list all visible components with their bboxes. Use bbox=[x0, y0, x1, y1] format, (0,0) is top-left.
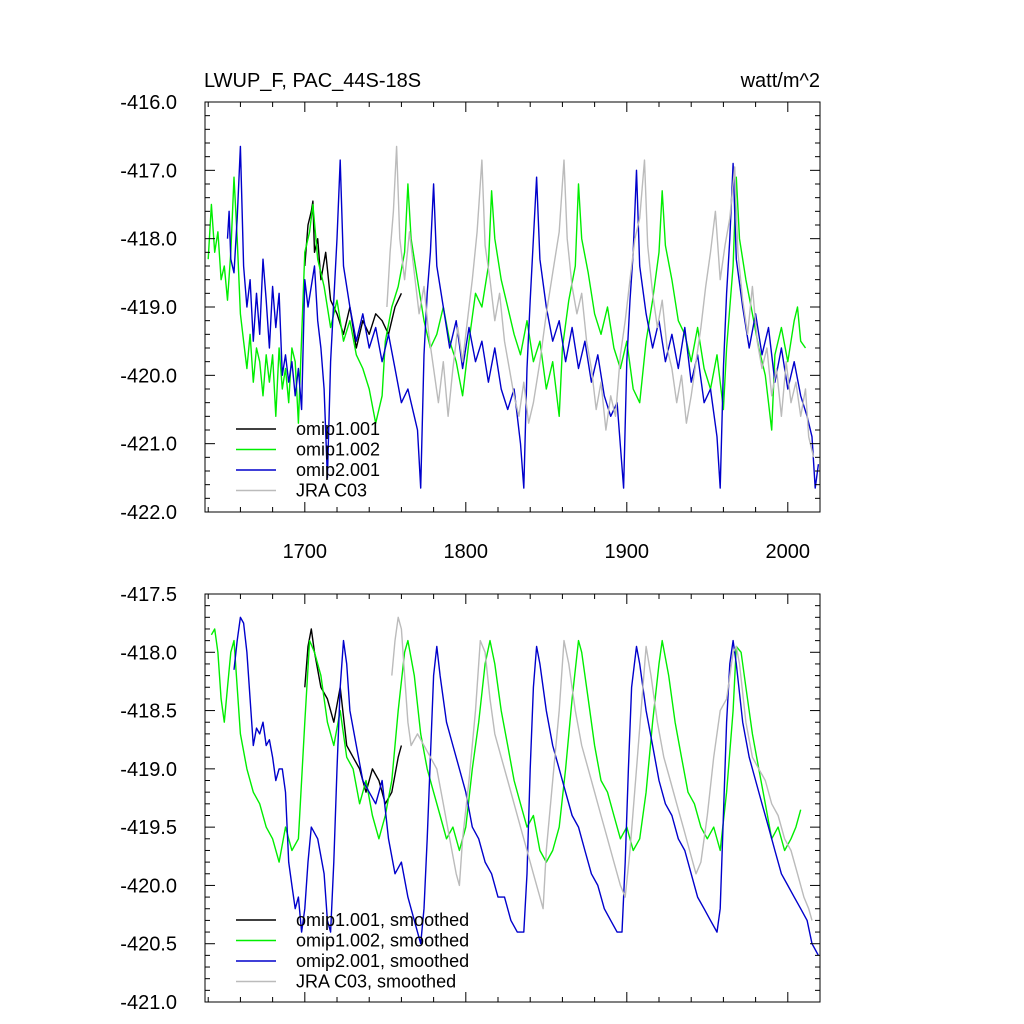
y-tick-label: -417.5 bbox=[120, 584, 177, 606]
x-tick-label: 1900 bbox=[605, 541, 650, 563]
y-tick-label: -416.0 bbox=[120, 92, 177, 114]
series-line-omip2-001-smoothed bbox=[233, 616, 820, 956]
chart-units: watt/m^2 bbox=[740, 70, 820, 92]
series-line-jra-c03-smoothed bbox=[391, 616, 813, 921]
y-tick-label: -421.0 bbox=[120, 992, 177, 1014]
legend-label: omip2.001 bbox=[296, 460, 380, 480]
legend-label: omip1.002, smoothed bbox=[296, 931, 469, 951]
y-tick-label: -420.5 bbox=[120, 934, 177, 956]
x-tick-label: 1700 bbox=[283, 541, 328, 563]
series-line-jra-c03 bbox=[386, 145, 815, 458]
y-tick-label: -418.5 bbox=[120, 701, 177, 723]
top-panel: LWUP_F, PAC_44S-18S watt/m^2 -422.0 -421.… bbox=[120, 70, 821, 563]
x-tick-label: 1800 bbox=[444, 541, 489, 563]
y-tick-label: -419.0 bbox=[120, 297, 177, 319]
legend-label: omip1.001 bbox=[296, 419, 380, 439]
y-tick-label: -420.0 bbox=[120, 875, 177, 897]
chart-title: LWUP_F, PAC_44S-18S bbox=[204, 70, 421, 92]
y-tick-label: -421.0 bbox=[120, 434, 177, 456]
y-tick-label: -418.0 bbox=[120, 642, 177, 664]
legend-label: JRA C03, smoothed bbox=[296, 972, 456, 992]
bottom-panel: -421.0 -420.5 -420.0 -419.5 -419.0 -418.5 -418… bbox=[120, 584, 821, 1014]
plot-frame bbox=[204, 593, 821, 1003]
y-tick-label: -419.5 bbox=[120, 817, 177, 839]
y-tick-label: -417.0 bbox=[120, 160, 177, 182]
series-line-omip1-001-smoothed bbox=[304, 628, 403, 805]
legend-label: JRA C03 bbox=[296, 481, 367, 501]
series-line-omip2-001 bbox=[226, 145, 820, 489]
series-line-omip1-002 bbox=[207, 176, 807, 431]
y-tick-label: -420.0 bbox=[120, 365, 177, 387]
legend-label: omip1.001, smoothed bbox=[296, 910, 469, 930]
x-tick-label: 2000 bbox=[766, 541, 811, 563]
y-tick-label: -422.0 bbox=[120, 502, 177, 524]
y-tick-label: -418.0 bbox=[120, 229, 177, 251]
legend-label: omip2.001, smoothed bbox=[296, 951, 469, 971]
y-tick-label: -419.0 bbox=[120, 759, 177, 781]
series-line-omip1-002-smoothed bbox=[210, 628, 802, 863]
legend-label: omip1.002 bbox=[296, 440, 380, 460]
